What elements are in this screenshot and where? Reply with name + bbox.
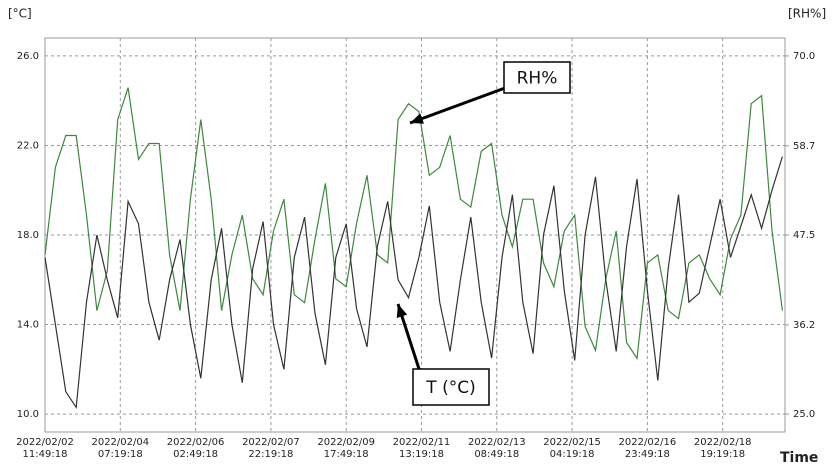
annotation-box	[412, 368, 490, 406]
annotation-box	[503, 61, 571, 94]
x-axis-label: Time	[780, 450, 818, 466]
y-tick-label: 22.0	[17, 140, 39, 151]
y-tick-label: 10.0	[17, 409, 39, 420]
x-tick-label: 2022/02/18 19:19:18	[693, 437, 752, 460]
x-tick-label: 2022/02/11 13:19:18	[392, 437, 451, 460]
y2-axis-label: [RH%]	[788, 7, 826, 21]
annotation-label: T (°C)	[425, 378, 475, 398]
x-tick-label: 2022/02/07 22:19:18	[242, 437, 300, 460]
y-tick-label: 26.0	[17, 51, 39, 62]
series-line	[44, 87, 783, 361]
y2-tick-label: 47.5	[793, 230, 815, 241]
y-tick-label: 14.0	[17, 320, 39, 331]
y2-tick-label: 25.0	[793, 409, 815, 420]
annotation-arrow	[409, 86, 506, 125]
y-tick-label: 18.0	[17, 230, 39, 241]
x-tick-label: 2022/02/13 08:49:18	[467, 437, 526, 460]
y2-tick-label: 70.0	[793, 51, 815, 62]
x-tick-label: 2022/02/09 17:49:18	[317, 437, 375, 460]
y-axis-label: [°C]	[8, 7, 32, 21]
x-tick-label: 2022/02/04 07:19:18	[91, 437, 150, 460]
annotation-arrowhead	[410, 113, 424, 124]
annotation-label: RH%	[517, 69, 558, 89]
y2-tick-label: 36.2	[793, 320, 815, 331]
x-tick-label: 2022/02/15 04:19:18	[543, 437, 601, 460]
x-tick-label: 2022/02/06 02:49:18	[166, 437, 225, 460]
series-line	[44, 156, 783, 410]
y2-tick-label: 58.7	[793, 141, 815, 152]
x-tick-label: 2022/02/16 23:49:18	[618, 437, 677, 460]
x-tick-label: 2022/02/02 11:49:18	[16, 437, 74, 460]
annotation-arrowhead	[396, 304, 408, 318]
